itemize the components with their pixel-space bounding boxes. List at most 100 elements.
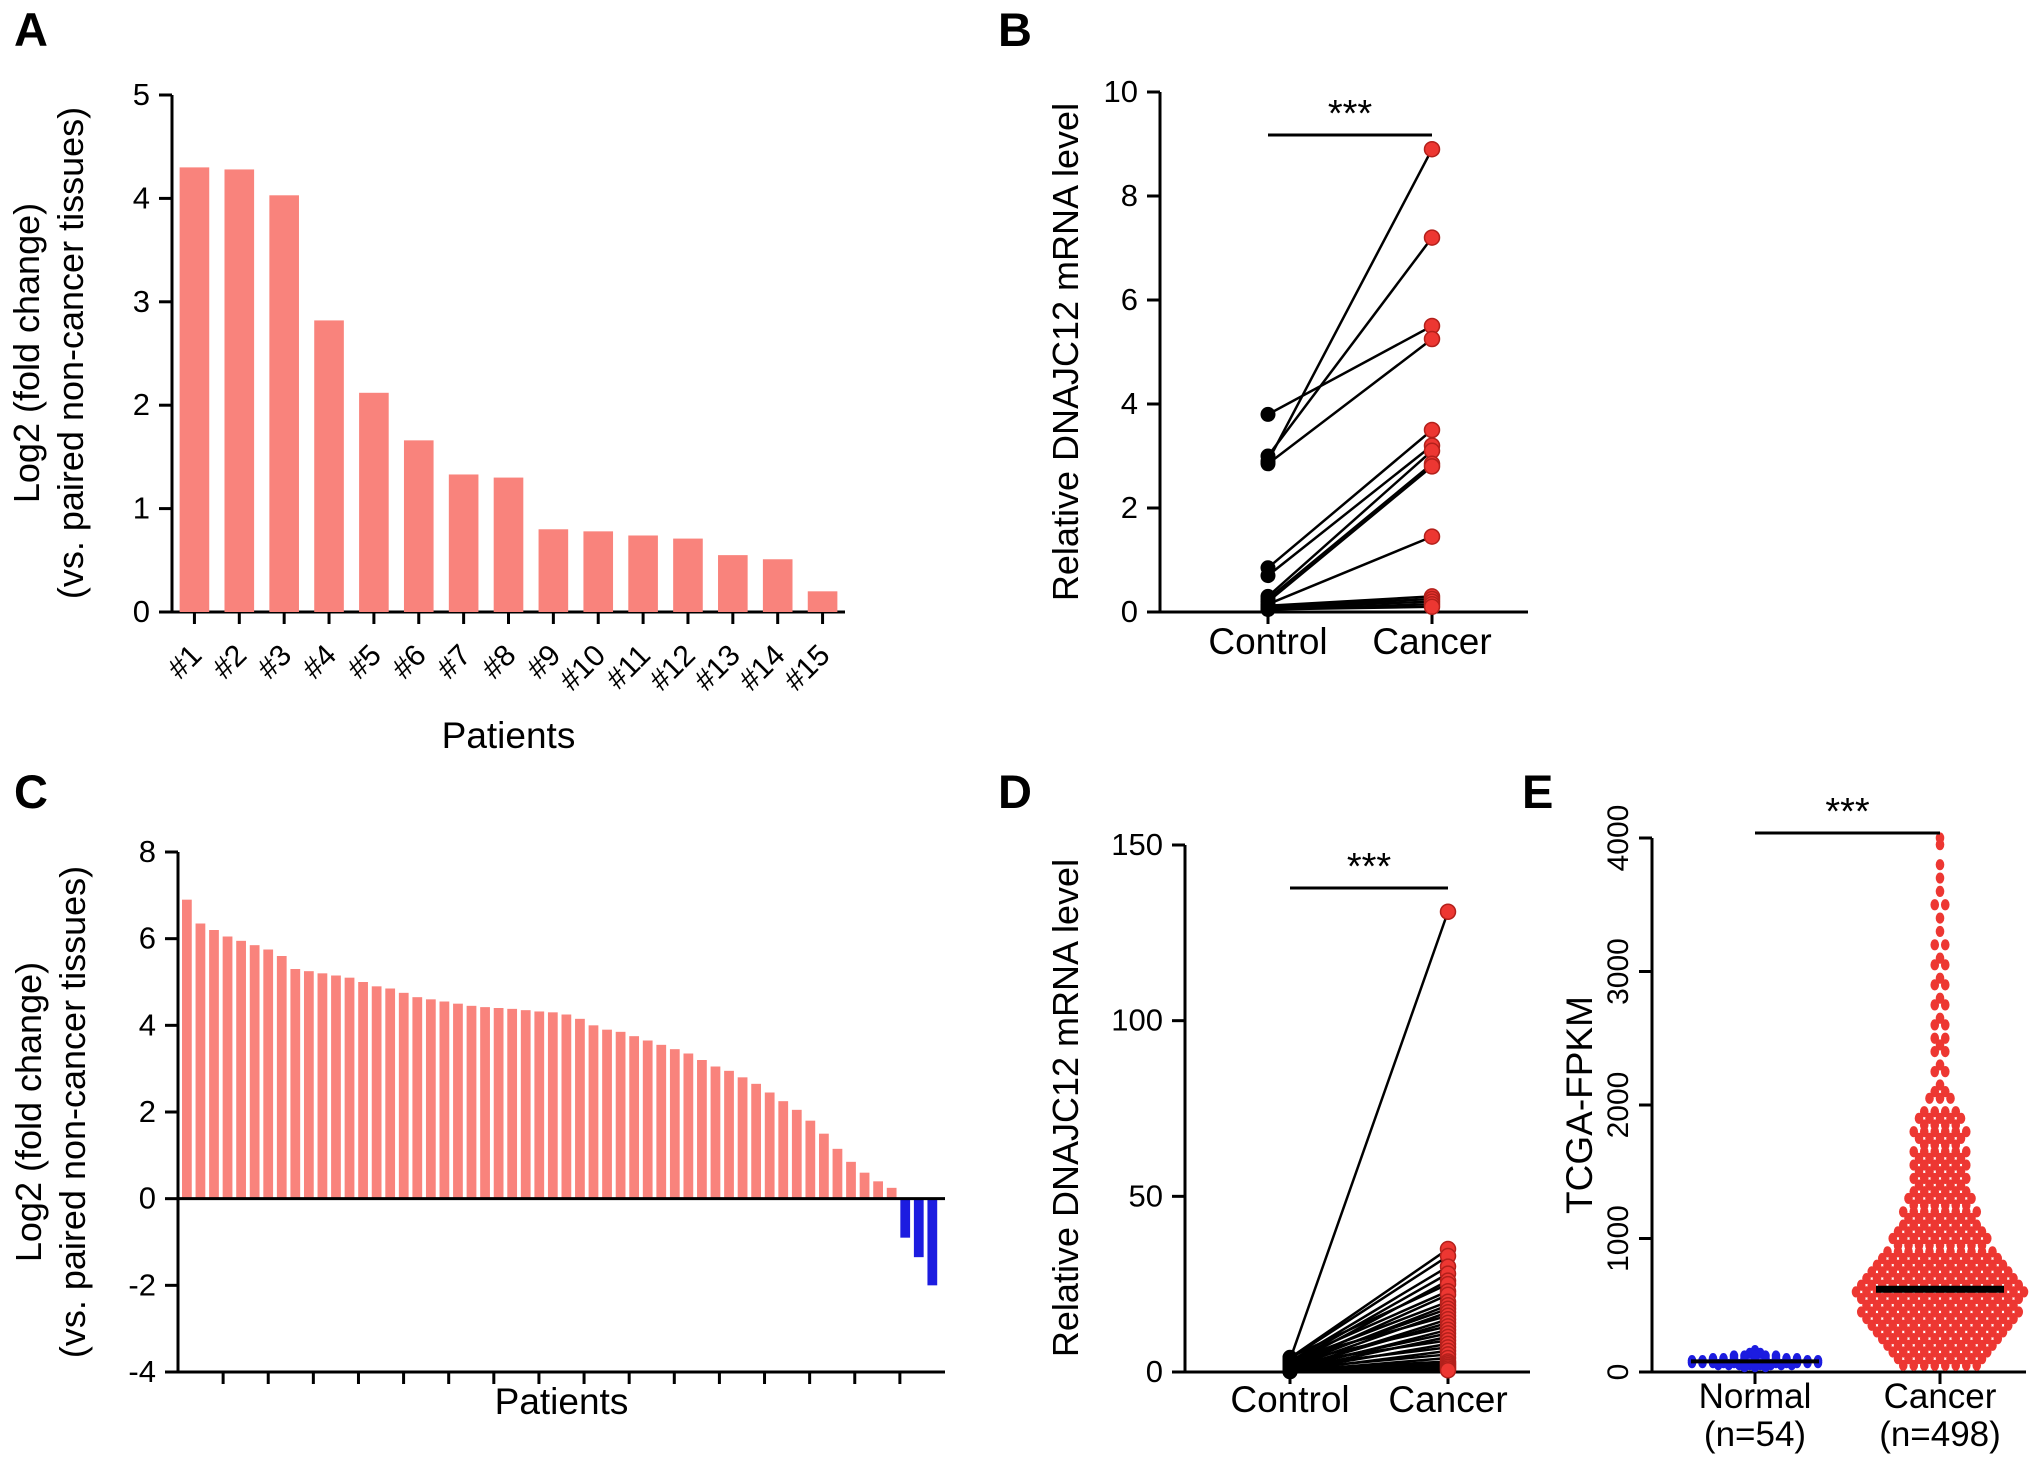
y-tick-label: 4	[139, 1007, 156, 1042]
patient-bar-positive	[182, 899, 192, 1199]
patient-bar	[269, 195, 299, 612]
swarm-dot	[1940, 999, 1950, 1011]
patient-bar-positive	[683, 1053, 694, 1199]
pair-line	[1289, 1255, 1449, 1360]
y-tick-label: 10	[1104, 74, 1138, 109]
patient-bar-positive	[385, 988, 396, 1199]
patient-bar	[583, 531, 614, 612]
pair-line	[1267, 236, 1433, 457]
group-label: Normal	[1699, 1377, 1812, 1416]
swarm-dot	[1935, 859, 1945, 871]
patient-bar-positive	[412, 997, 423, 1199]
patient-bar-positive	[331, 975, 341, 1199]
y-axis-title: Relative DNAJC12 mRNA level	[1045, 859, 1086, 1357]
y-tick-label: 8	[139, 834, 156, 869]
y-tick-label: 0	[139, 1181, 156, 1216]
swarm-dot	[1940, 1019, 1950, 1031]
patient-bar-positive	[778, 1101, 789, 1199]
group-label: Cancer	[1372, 621, 1491, 662]
significance-stars: ***	[1328, 93, 1373, 135]
patient-bar-positive	[249, 945, 260, 1199]
pair-line	[1289, 1368, 1449, 1374]
x-tick-label: #6	[386, 639, 433, 686]
y-tick-label: 4	[1121, 386, 1138, 421]
patient-bar-negative	[913, 1198, 924, 1258]
swarm-dot	[1940, 979, 1950, 991]
patient-bar-positive	[371, 986, 382, 1199]
y-tick-label: 5	[133, 77, 150, 112]
patient-bar-positive	[615, 1031, 626, 1199]
swarm-dot	[1940, 1359, 1950, 1371]
patient-bar-positive	[846, 1161, 856, 1199]
patient-bar-positive	[561, 1014, 572, 1199]
swarm-dot	[1898, 1359, 1908, 1371]
pair-line	[1289, 1339, 1449, 1365]
pair-line	[1267, 465, 1433, 603]
patient-bar-positive	[507, 1008, 518, 1199]
y-tick-label: 2	[1121, 490, 1138, 525]
y-tick-label: 0	[1602, 1364, 1635, 1381]
patient-bar-positive	[629, 1036, 640, 1199]
y-tick-label: 3000	[1602, 938, 1635, 1005]
patient-bar	[403, 440, 434, 612]
swarm-dot	[1940, 1046, 1950, 1058]
cancer-point	[1439, 1361, 1457, 1379]
control-point	[1282, 1364, 1298, 1380]
swarm-dot	[1935, 1092, 1945, 1104]
swarm-dot	[1925, 1092, 1934, 1104]
patient-bar-positive	[439, 1001, 450, 1199]
patient-bar-positive	[317, 973, 328, 1199]
group-label: Cancer	[1388, 1379, 1507, 1420]
pair-line	[1289, 1290, 1449, 1362]
patient-bar	[628, 535, 658, 612]
pair-line	[1267, 449, 1433, 598]
swarm-dot	[1961, 1359, 1971, 1371]
patient-bar-positive	[805, 1120, 816, 1199]
patient-bar-positive	[480, 1007, 490, 1199]
patient-bar-positive	[873, 1181, 883, 1199]
patient-bar-positive	[669, 1049, 680, 1199]
cancer-point	[1423, 229, 1441, 246]
panel-e-label: E	[1522, 765, 1554, 818]
patient-bar-positive	[209, 930, 219, 1199]
patient-bar-negative	[900, 1198, 911, 1238]
control-point	[1260, 568, 1276, 584]
x-tick-label: #5	[341, 639, 388, 686]
patient-bar-positive	[276, 956, 287, 1199]
x-tick-label: #1	[161, 639, 208, 686]
group-label: Control	[1230, 1379, 1349, 1420]
significance-stars: ***	[1825, 791, 1870, 833]
pair-line	[1267, 444, 1433, 577]
y-tick-label: 4	[133, 180, 150, 215]
y-tick-label: 50	[1129, 1178, 1163, 1213]
pair-line	[1289, 1332, 1449, 1369]
patient-bar-positive	[493, 1008, 504, 1199]
swarm-dot	[1940, 1066, 1950, 1078]
pair-line	[1267, 605, 1433, 611]
cancer-point	[1423, 598, 1441, 616]
patient-bar-positive	[859, 1172, 870, 1199]
cancer-point	[1439, 903, 1457, 921]
patient-bar-positive	[832, 1148, 843, 1199]
swarm-dot	[1930, 899, 1940, 911]
panel-d-label: D	[998, 765, 1032, 818]
patient-bar	[807, 591, 838, 612]
x-axis-title: Patients	[495, 1381, 629, 1422]
pair-line	[1288, 911, 1450, 1361]
swarm-dot	[1930, 979, 1940, 991]
y-tick-label: 6	[1121, 282, 1138, 317]
patient-bar-positive	[697, 1060, 707, 1199]
y-tick-label: 0	[1121, 594, 1138, 629]
y-tick-label: 4000	[1602, 805, 1635, 872]
y-axis-title: Relative DNAJC12 mRNA level	[1045, 103, 1086, 601]
patient-bar-positive	[602, 1029, 612, 1199]
patient-bar	[673, 538, 703, 612]
patient-bar-positive	[534, 1011, 545, 1199]
patient-bar	[224, 169, 255, 612]
x-tick-label: #15	[778, 639, 837, 698]
y-tick-label: 6	[139, 921, 156, 956]
patient-bar-positive	[886, 1187, 897, 1199]
cancer-point	[1423, 421, 1441, 439]
patient-bar	[762, 559, 793, 612]
swarm-dot	[1946, 1092, 1955, 1104]
